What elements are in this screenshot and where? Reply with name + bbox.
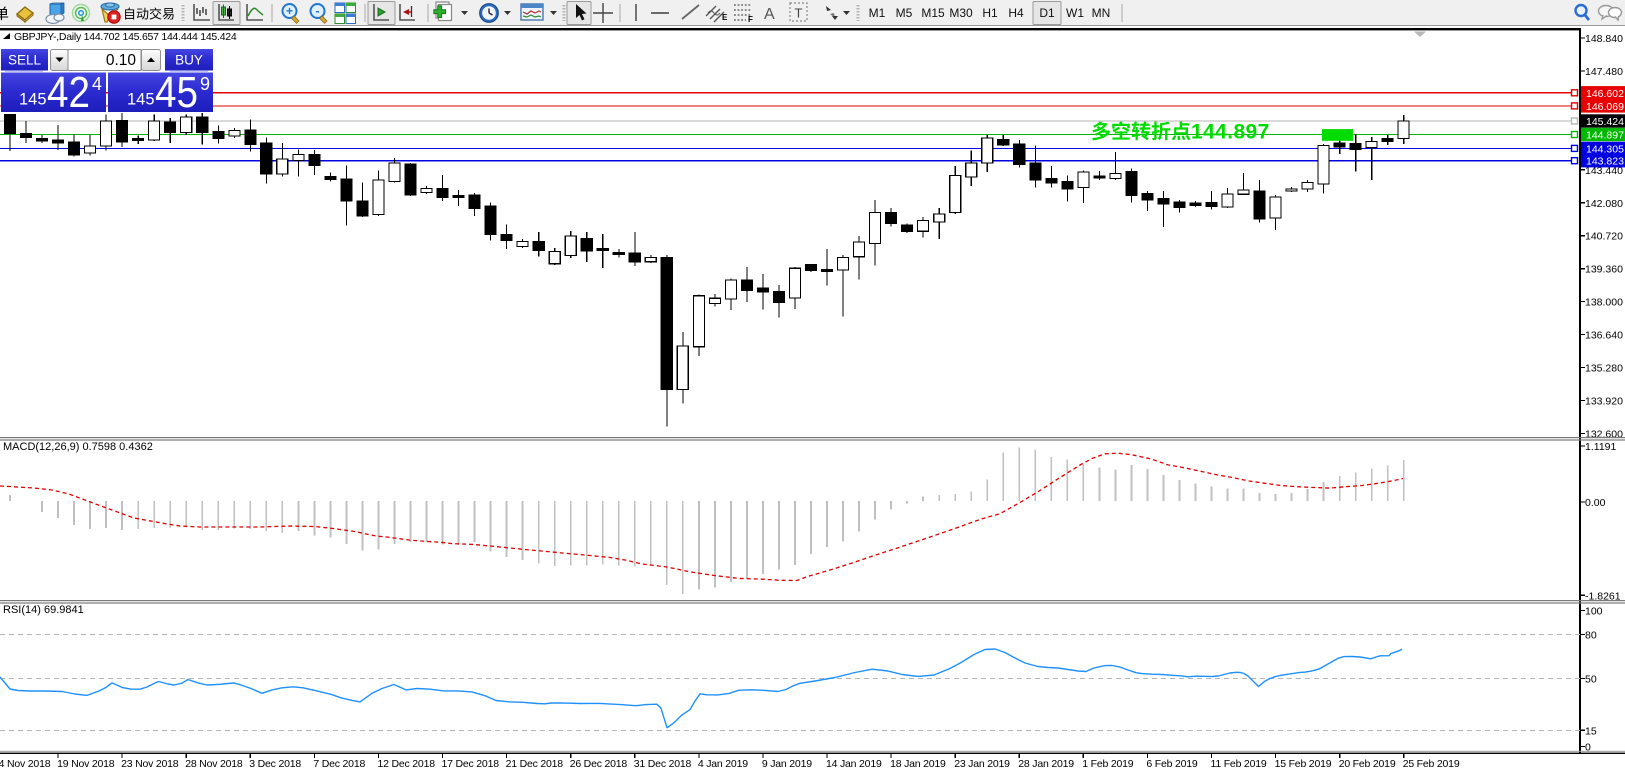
svg-text:23 Nov 2018: 23 Nov 2018 (121, 758, 179, 770)
svg-text:M30: M30 (949, 6, 973, 20)
svg-text:18 Jan 2019: 18 Jan 2019 (890, 758, 946, 770)
svg-text:50: 50 (1585, 673, 1597, 685)
svg-text:MACD(12,26,9) 0.7598 0.4362: MACD(12,26,9) 0.7598 0.4362 (3, 441, 153, 453)
svg-text:28 Jan 2019: 28 Jan 2019 (1018, 758, 1074, 770)
svg-text:7 Dec 2018: 7 Dec 2018 (313, 758, 365, 770)
svg-text:9: 9 (200, 74, 210, 94)
svg-text:25 Feb 2019: 25 Feb 2019 (1403, 758, 1460, 770)
svg-text:14 Jan 2019: 14 Jan 2019 (826, 758, 882, 770)
svg-text:100: 100 (1585, 606, 1603, 618)
svg-text:RSI(14) 69.9841: RSI(14) 69.9841 (3, 604, 84, 616)
svg-text:19 Nov 2018: 19 Nov 2018 (57, 758, 115, 770)
svg-text:M1: M1 (869, 6, 886, 20)
svg-text:12 Dec 2018: 12 Dec 2018 (378, 758, 436, 770)
svg-text:15: 15 (1585, 725, 1597, 737)
svg-text:23 Jan 2019: 23 Jan 2019 (954, 758, 1010, 770)
svg-text:-1.8261: -1.8261 (1585, 590, 1621, 602)
svg-text:SELL: SELL (8, 53, 42, 68)
svg-text:42: 42 (47, 68, 90, 117)
svg-text:0.00: 0.00 (1585, 497, 1606, 509)
svg-text:142.080: 142.080 (1585, 198, 1623, 210)
svg-text:-: - (316, 4, 320, 18)
svg-text:144.897: 144.897 (1191, 121, 1270, 144)
svg-text:A: A (764, 6, 775, 23)
svg-text:138.000: 138.000 (1585, 297, 1623, 309)
svg-text:MN: MN (1092, 6, 1111, 20)
svg-text:D1: D1 (1039, 6, 1055, 20)
svg-text:T: T (795, 6, 803, 21)
svg-text:1.1191: 1.1191 (1585, 441, 1616, 453)
svg-text:0: 0 (1585, 741, 1591, 753)
svg-text:45: 45 (155, 68, 198, 117)
svg-text:BUY: BUY (175, 53, 203, 68)
svg-text:146.069: 146.069 (1586, 101, 1624, 113)
svg-text:0.10: 0.10 (106, 52, 137, 69)
svg-text:148.840: 148.840 (1585, 33, 1623, 45)
svg-text:M5: M5 (896, 6, 913, 20)
svg-text:3 Dec 2018: 3 Dec 2018 (249, 758, 301, 770)
svg-text:20 Feb 2019: 20 Feb 2019 (1339, 758, 1396, 770)
svg-text:26 Dec 2018: 26 Dec 2018 (570, 758, 628, 770)
svg-text:144.897: 144.897 (1586, 130, 1624, 142)
svg-text:1 Feb 2019: 1 Feb 2019 (1082, 758, 1133, 770)
svg-text:4: 4 (92, 74, 102, 94)
svg-text:+: + (286, 4, 293, 18)
svg-text:E: E (722, 13, 728, 22)
svg-text:143.440: 143.440 (1585, 165, 1623, 177)
svg-text:W1: W1 (1066, 6, 1084, 20)
svg-text:143.823: 143.823 (1586, 156, 1624, 168)
svg-text:21 Dec 2018: 21 Dec 2018 (506, 758, 564, 770)
svg-text:11 Feb 2019: 11 Feb 2019 (1211, 758, 1267, 770)
svg-text:145.424: 145.424 (1586, 116, 1624, 128)
svg-text:14 Nov 2018: 14 Nov 2018 (0, 758, 51, 770)
svg-text:28 Nov 2018: 28 Nov 2018 (185, 758, 243, 770)
svg-text:144.305: 144.305 (1586, 143, 1624, 155)
svg-text:140.720: 140.720 (1585, 231, 1623, 243)
svg-text:6 Feb 2019: 6 Feb 2019 (1146, 758, 1197, 770)
svg-text:132.600: 132.600 (1585, 428, 1623, 440)
svg-text:4 Jan 2019: 4 Jan 2019 (698, 758, 748, 770)
svg-text:147.480: 147.480 (1585, 66, 1623, 78)
svg-text:80: 80 (1585, 630, 1597, 642)
svg-text:135.280: 135.280 (1585, 363, 1623, 375)
svg-text:133.920: 133.920 (1585, 395, 1623, 407)
svg-text:145: 145 (127, 91, 155, 109)
svg-text:H4: H4 (1008, 6, 1024, 20)
svg-text:H1: H1 (982, 6, 998, 20)
svg-text:146.602: 146.602 (1586, 88, 1624, 100)
svg-text:M15: M15 (921, 6, 945, 20)
svg-text:31 Dec 2018: 31 Dec 2018 (634, 758, 692, 770)
svg-text:9 Jan 2019: 9 Jan 2019 (762, 758, 812, 770)
svg-text:15 Feb 2019: 15 Feb 2019 (1275, 758, 1332, 770)
svg-text:F: F (748, 15, 753, 24)
svg-text:17 Dec 2018: 17 Dec 2018 (442, 758, 500, 770)
svg-text:GBPJPY-,Daily 144.702 145.657: GBPJPY-,Daily 144.702 145.657 144.444 14… (14, 31, 237, 43)
svg-text:136.640: 136.640 (1585, 330, 1623, 342)
svg-text:145: 145 (19, 91, 47, 109)
svg-text:139.360: 139.360 (1585, 264, 1623, 276)
